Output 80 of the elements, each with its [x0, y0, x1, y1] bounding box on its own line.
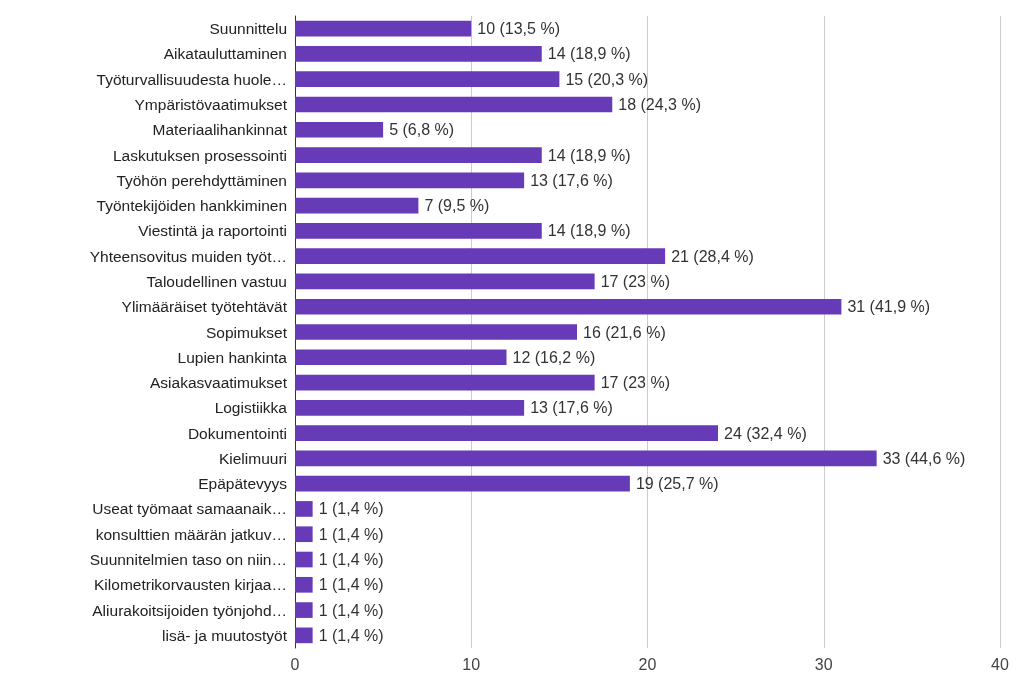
- y-tick-label: Suunnittelu: [209, 20, 287, 38]
- y-tick-label: Työntekijöiden hankkiminen: [96, 197, 287, 215]
- x-tick-label: 10: [462, 655, 481, 673]
- y-tick-label: Suunnitelmien taso on niin…: [89, 551, 287, 569]
- data-label: 10 (13,5 %): [477, 20, 560, 38]
- data-label: 1 (1,4 %): [318, 601, 384, 619]
- y-tick-label: Kielimuuri: [218, 449, 287, 467]
- bar: [295, 400, 525, 416]
- bar: [295, 501, 313, 517]
- data-label: 24 (32,4 %): [724, 424, 807, 442]
- bar: [295, 273, 595, 290]
- y-tick-label: Logistiikka: [214, 399, 288, 417]
- data-label: 14 (18,9 %): [547, 45, 631, 63]
- bar: [295, 576, 313, 593]
- y-tick-label: Työhön perehdyttäminen: [116, 171, 287, 189]
- y-tick-label: Epäpätevyys: [198, 475, 288, 493]
- data-label: 1 (1,4 %): [318, 500, 384, 518]
- data-label: 33 (44,6 %): [882, 449, 966, 467]
- bar: [295, 46, 542, 62]
- data-label: 1 (1,4 %): [318, 576, 384, 594]
- y-tick-label: Työturvallisuudesta huole…: [96, 70, 287, 88]
- data-label: 1 (1,4 %): [318, 626, 384, 644]
- bar: [295, 147, 542, 163]
- data-label: 21 (28,4 %): [671, 247, 754, 265]
- bar: [295, 20, 472, 37]
- y-tick-label: Aliurakoitsijoiden työnjohd…: [92, 601, 287, 619]
- data-label: 15 (20,3 %): [565, 70, 649, 88]
- y-tick-label: Ylimääräiset työtehtävät: [121, 298, 288, 316]
- y-tick-label: Useat työmaat samaanaik…: [92, 500, 287, 518]
- bar: [295, 197, 419, 214]
- y-tick-label: Aikatauluttaminen: [163, 45, 287, 63]
- data-label: 16 (21,6 %): [583, 323, 666, 341]
- bar: [295, 374, 595, 391]
- bar: [295, 248, 666, 264]
- y-tick-label: Lupien hankinta: [177, 348, 288, 366]
- y-tick-label: lisä- ja muutostyöt: [162, 626, 288, 644]
- data-label: 14 (18,9 %): [547, 222, 631, 240]
- bar: [295, 602, 313, 618]
- bar: [295, 172, 525, 189]
- bar: [295, 450, 877, 467]
- bar: [295, 425, 718, 441]
- bar: [295, 121, 384, 138]
- x-tick-label: 30: [814, 655, 833, 673]
- y-tick-label: Asiakasvaatimukset: [150, 374, 288, 392]
- y-tick-label: konsulttien määrän jatkuv…: [95, 525, 287, 543]
- data-label: 7 (9,5 %): [424, 197, 490, 215]
- bar: [295, 526, 313, 543]
- data-label: 31 (41,9 %): [847, 298, 931, 316]
- y-tick-label: Ympäristövaatimukset: [134, 95, 288, 113]
- bar: [295, 627, 313, 644]
- bar: [295, 324, 577, 340]
- data-label: 17 (23 %): [600, 374, 670, 392]
- x-tick-label: 20: [638, 655, 657, 673]
- bar: [295, 71, 560, 88]
- y-tick-label: Materiaalihankinnat: [152, 121, 288, 139]
- data-label: 19 (25,7 %): [635, 475, 719, 493]
- y-tick-label: Taloudellinen vastuu: [146, 272, 287, 290]
- y-tick-label: Kilometrikorvausten kirjaa…: [94, 576, 287, 594]
- bar: [295, 551, 313, 568]
- data-label: 17 (23 %): [600, 272, 670, 290]
- bar: [295, 298, 842, 315]
- y-tick-label: Sopimukset: [206, 323, 288, 341]
- bar: [295, 475, 630, 492]
- y-tick-label: Dokumentointi: [187, 424, 287, 442]
- data-label: 1 (1,4 %): [318, 525, 384, 543]
- data-label: 1 (1,4 %): [318, 551, 384, 569]
- data-label: 13 (17,6 %): [530, 171, 613, 189]
- y-tick-label: Laskutuksen prosessointi: [112, 146, 287, 164]
- bar: [295, 223, 542, 239]
- bar: [295, 96, 613, 113]
- x-tick-label: 40: [991, 655, 1009, 673]
- data-label: 13 (17,6 %): [530, 399, 613, 417]
- data-label: 14 (18,9 %): [547, 146, 631, 164]
- data-label: 5 (6,8 %): [389, 121, 455, 139]
- data-label: 18 (24,3 %): [618, 95, 701, 113]
- x-tick-label: 0: [290, 655, 300, 673]
- bar: [295, 349, 507, 366]
- y-tick-label: Yhteensovitus muiden työt…: [89, 247, 287, 265]
- y-tick-label: Viestintä ja raportointi: [138, 222, 287, 240]
- data-label: 12 (16,2 %): [512, 348, 596, 366]
